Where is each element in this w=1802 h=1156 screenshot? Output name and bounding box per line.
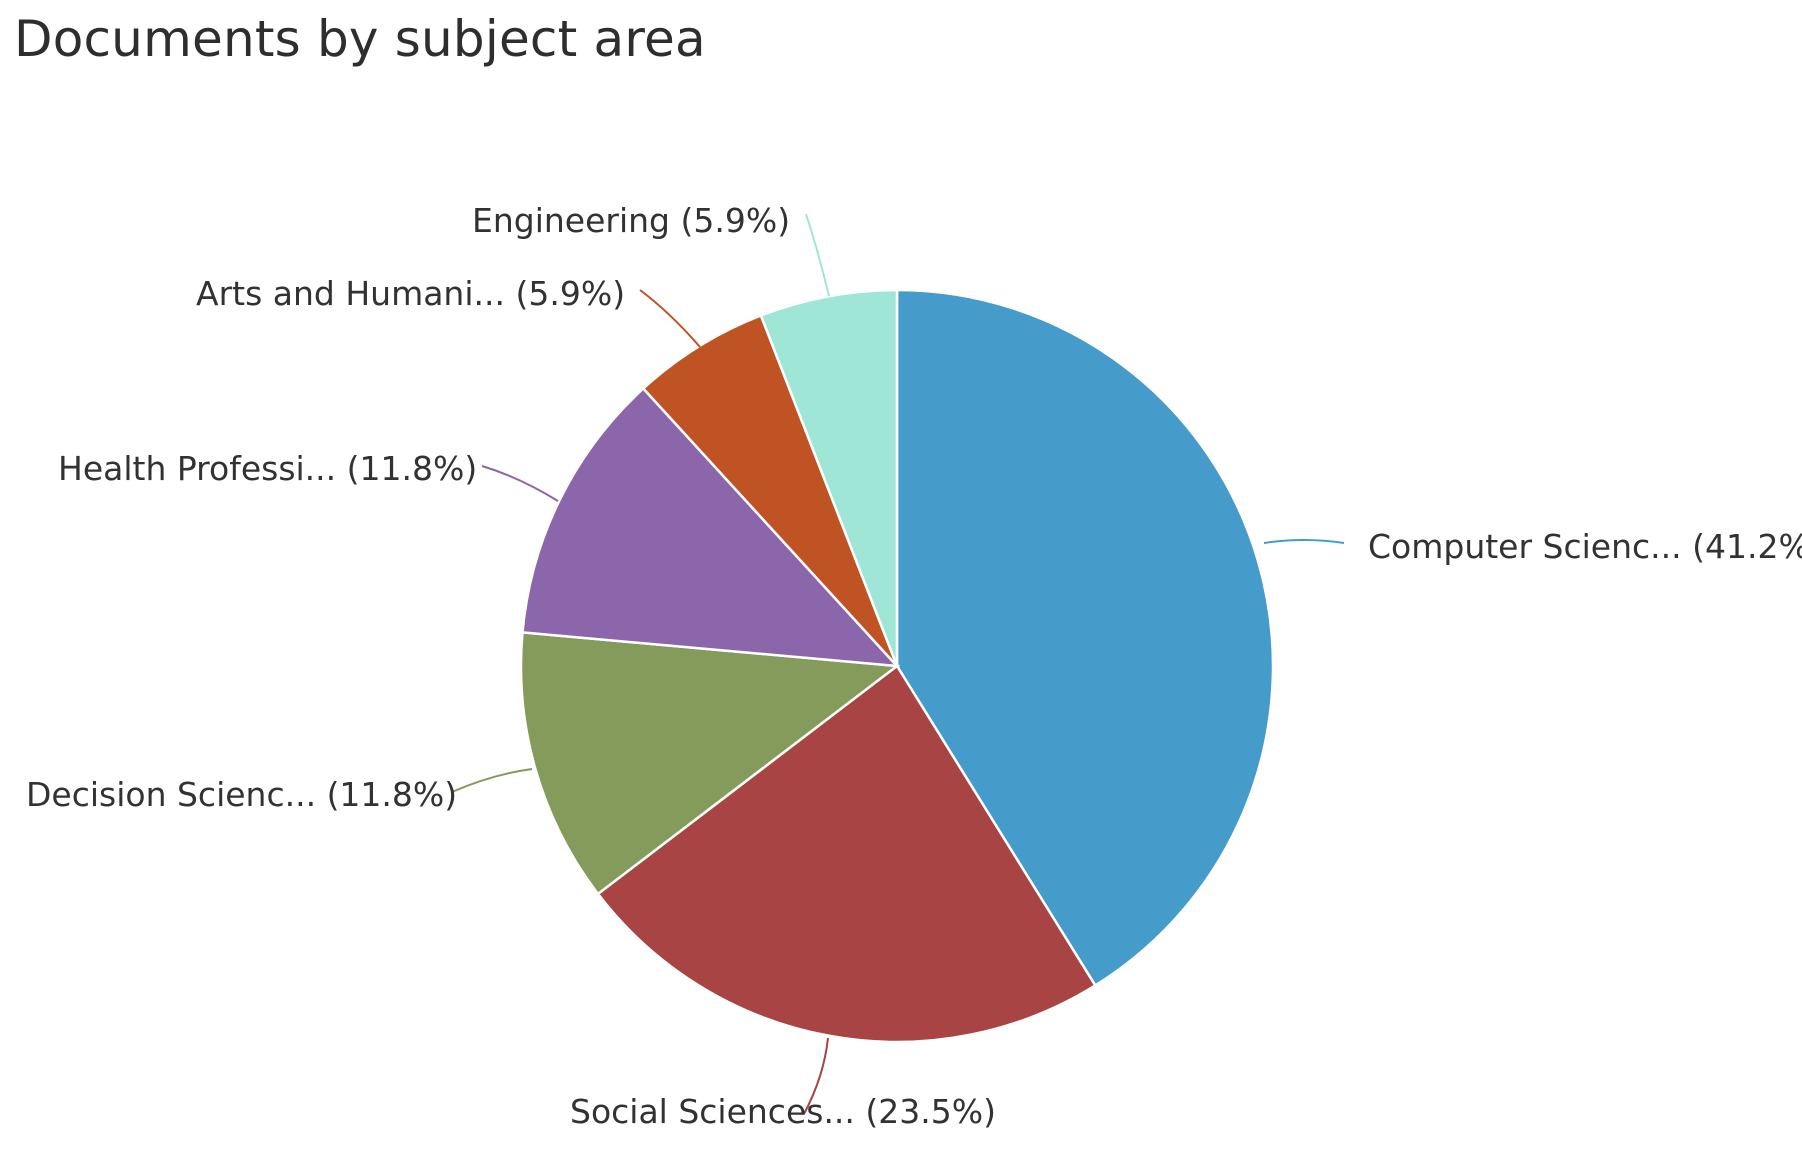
slice-label-engineering: Engineering (5.9%) <box>472 201 790 240</box>
slice-label-percent: (5.9%) <box>515 274 625 313</box>
slice-label-name: Social Sciences... <box>570 1092 865 1131</box>
leader-line-engineering <box>805 213 830 297</box>
slice-label-percent: (11.8%) <box>347 449 478 488</box>
slice-label-percent: (11.8%) <box>327 775 458 814</box>
leader-line-health-professi <box>481 465 559 502</box>
leader-lines <box>451 213 1345 1115</box>
pie-slice-computer-scienc[interactable] <box>895 288 1275 988</box>
slice-label-health-professi: Health Professi... (11.8%) <box>58 449 477 488</box>
slice-label-name: Arts and Humani... <box>196 274 515 313</box>
leader-line-arts-and-humani <box>639 289 701 348</box>
pie-slice-social-sciences[interactable] <box>596 664 1098 1044</box>
leader-line-decision-scienc <box>451 768 533 793</box>
slice-label-social-sciences: Social Sciences... (23.5%) <box>570 1092 996 1131</box>
slice-label-name: Health Professi... <box>58 449 347 488</box>
slice-label-percent: (41.2%) <box>1692 527 1802 566</box>
pie-slice-engineering[interactable] <box>759 288 899 667</box>
slice-label-name: Decision Scienc... <box>26 775 327 814</box>
slice-label-percent: (5.9%) <box>681 201 791 240</box>
slice-label-arts-and-humani: Arts and Humani... (5.9%) <box>196 274 625 313</box>
slice-label-name: Engineering <box>472 201 681 240</box>
pie-slice-decision-scienc[interactable] <box>519 631 901 896</box>
leader-line-computer-scienc <box>1263 539 1345 544</box>
slice-label-computer-scienc: Computer Scienc... (41.2%) <box>1368 527 1802 566</box>
slice-label-percent: (23.5%) <box>865 1092 996 1131</box>
leader-line-social-sciences <box>803 1037 829 1115</box>
pie-slices <box>519 288 1275 1044</box>
slice-labels: Computer Scienc... (41.2%) Social Science… <box>26 201 1802 1131</box>
slice-label-name: Computer Scienc... <box>1368 527 1692 566</box>
chart-title: Documents by subject area <box>14 10 706 68</box>
pie-slice-health-professi[interactable] <box>521 386 901 668</box>
slice-label-decision-scienc: Decision Scienc... (11.8%) <box>26 775 457 814</box>
